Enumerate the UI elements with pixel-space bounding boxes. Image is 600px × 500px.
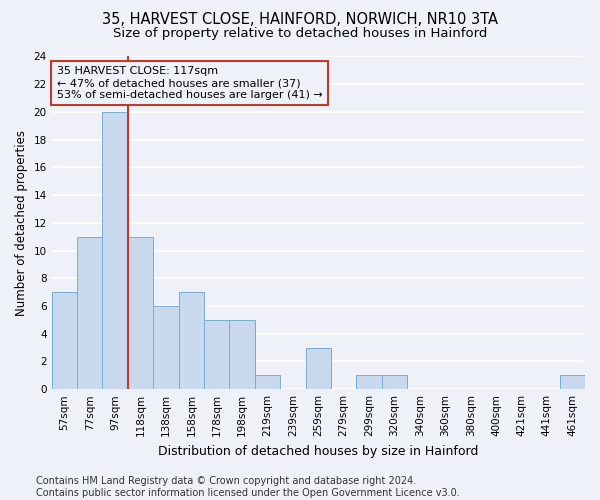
- Bar: [153, 306, 179, 389]
- Text: Contains HM Land Registry data © Crown copyright and database right 2024.
Contai: Contains HM Land Registry data © Crown c…: [36, 476, 460, 498]
- Bar: [77, 236, 103, 389]
- Bar: [255, 376, 280, 389]
- Bar: [356, 376, 382, 389]
- Bar: [179, 292, 204, 389]
- Text: 35 HARVEST CLOSE: 117sqm
← 47% of detached houses are smaller (37)
53% of semi-d: 35 HARVEST CLOSE: 117sqm ← 47% of detach…: [57, 66, 323, 100]
- Bar: [128, 236, 153, 389]
- Bar: [103, 112, 128, 389]
- X-axis label: Distribution of detached houses by size in Hainford: Distribution of detached houses by size …: [158, 444, 479, 458]
- Text: Size of property relative to detached houses in Hainford: Size of property relative to detached ho…: [113, 28, 487, 40]
- Bar: [204, 320, 229, 389]
- Bar: [382, 376, 407, 389]
- Text: 35, HARVEST CLOSE, HAINFORD, NORWICH, NR10 3TA: 35, HARVEST CLOSE, HAINFORD, NORWICH, NR…: [102, 12, 498, 28]
- Bar: [52, 292, 77, 389]
- Bar: [560, 376, 585, 389]
- Bar: [305, 348, 331, 389]
- Bar: [229, 320, 255, 389]
- Y-axis label: Number of detached properties: Number of detached properties: [15, 130, 28, 316]
